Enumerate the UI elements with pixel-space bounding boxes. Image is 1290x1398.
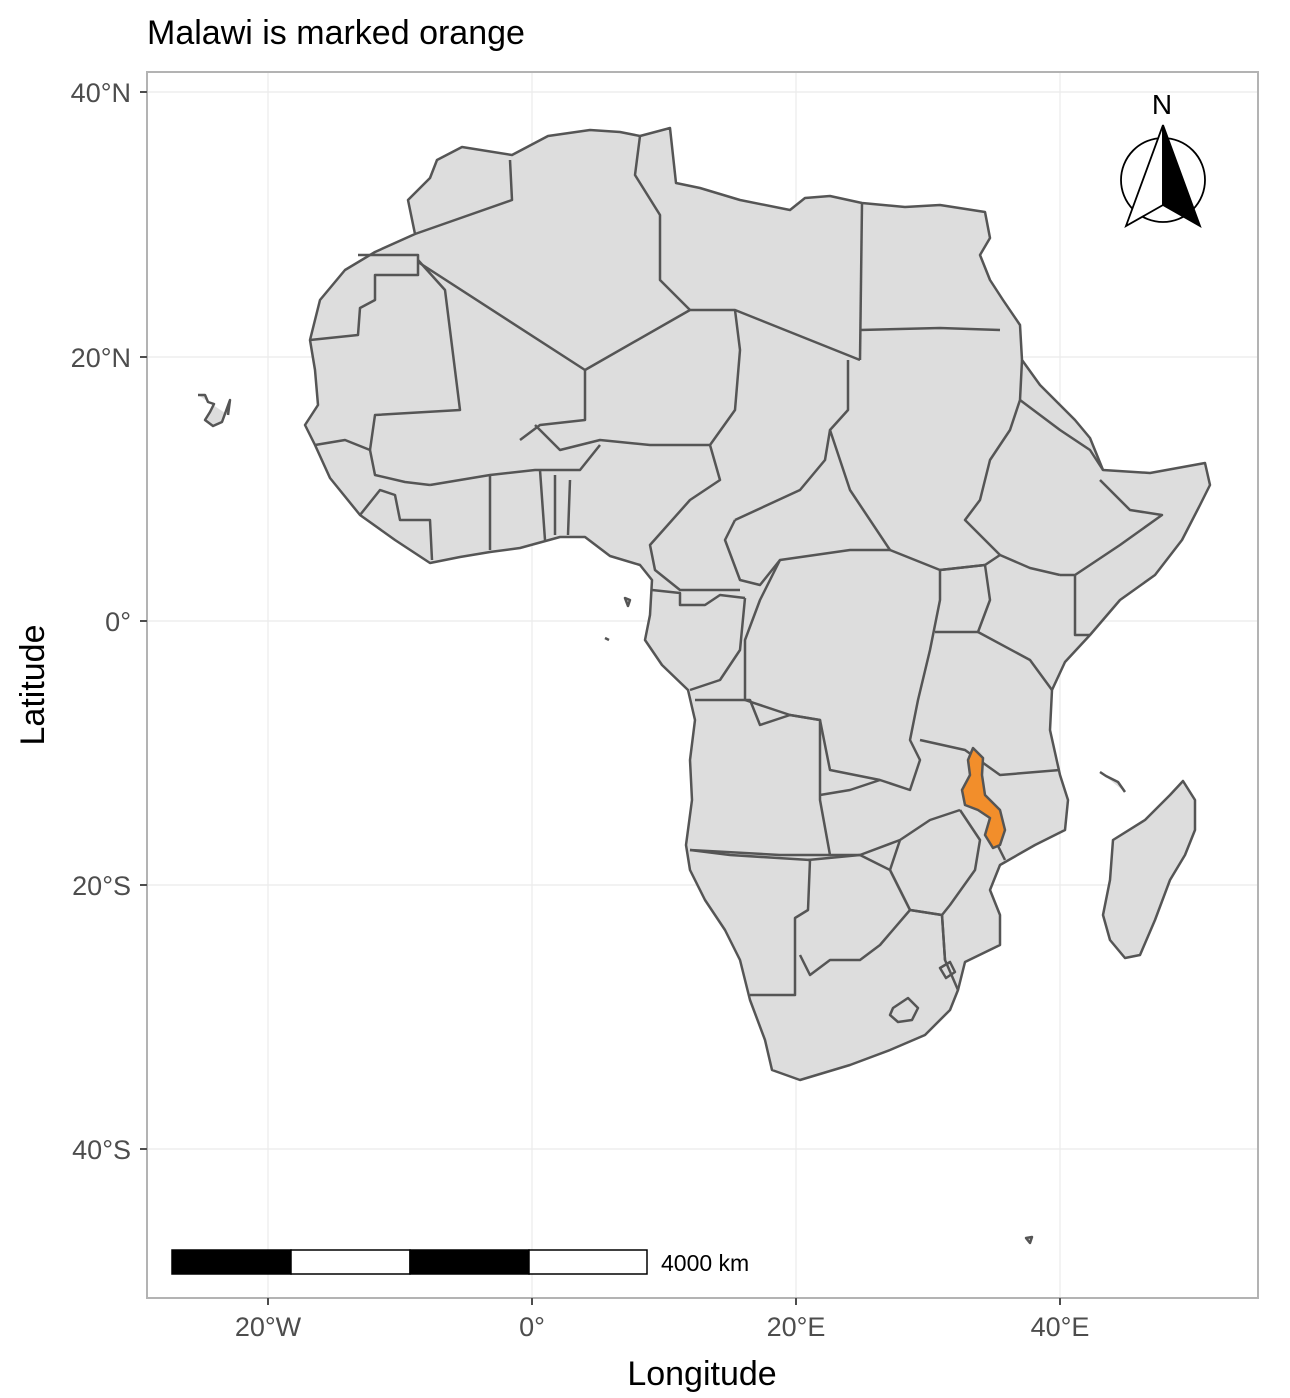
scale-bar-segment-2 xyxy=(290,1249,411,1275)
x-tick-label: 20°E xyxy=(767,1312,826,1342)
map-title: Malawi is marked orange xyxy=(147,14,525,52)
annobon xyxy=(604,636,610,642)
malawi-highlight xyxy=(960,746,1007,850)
bouvet-small-isle xyxy=(1024,1235,1034,1245)
country-borders xyxy=(309,135,1164,997)
y-tick-label: 20°N xyxy=(71,343,131,373)
chad-sudan-border xyxy=(734,360,850,522)
botswana-border xyxy=(798,853,912,977)
somalia-kenya-border xyxy=(1073,575,1090,637)
egypt-sudan-border xyxy=(859,326,1001,332)
lesotho xyxy=(888,996,920,1024)
cameroon-border xyxy=(648,444,740,592)
congo-drc-border xyxy=(689,597,747,692)
y-tick-label: 40°S xyxy=(72,1135,131,1165)
y-axis-title: Latitude xyxy=(14,625,52,746)
algeria-libya-tunisia-border xyxy=(633,135,691,311)
ethiopia-eritrea-border xyxy=(1019,399,1105,471)
west-africa-borders-3 xyxy=(359,488,434,561)
kenya-ethiopia-border xyxy=(999,553,1061,577)
scale-bar-segment-3 xyxy=(409,1249,530,1275)
y-axis: 40°N 20°N 0° 20°S 40°S xyxy=(71,78,147,1165)
ethiopia-somalia-border xyxy=(1060,479,1164,577)
angola-border xyxy=(689,698,832,857)
scale-bar-label: 4000 km xyxy=(661,1250,749,1276)
scale-bar: 4000 km xyxy=(171,1249,749,1276)
western-sahara-border xyxy=(309,253,420,342)
x-tick-label: 20°W xyxy=(235,1312,302,1342)
cape-verde xyxy=(198,393,232,428)
scale-bar-segment-1 xyxy=(171,1249,292,1275)
namibia-border xyxy=(689,848,812,997)
y-tick-label: 0° xyxy=(105,607,131,637)
madagascar xyxy=(1101,779,1197,960)
west-africa-borders-4 xyxy=(488,469,572,550)
west-africa-borders-1 xyxy=(314,438,431,487)
y-tick-label: 20°S xyxy=(72,871,131,901)
car-border xyxy=(723,519,890,587)
mauritania-mali-border xyxy=(368,259,462,451)
south-sudan-border xyxy=(828,429,1001,572)
south-africa-north-border xyxy=(909,908,947,961)
north-label: N xyxy=(1152,89,1172,120)
y-tick-label: 40°N xyxy=(71,78,131,108)
sao-tome xyxy=(623,596,632,608)
north-arrow-icon: N xyxy=(1120,89,1206,228)
morocco-algeria-border xyxy=(414,159,514,236)
x-tick-label: 0° xyxy=(519,1312,545,1342)
comoros xyxy=(1099,770,1127,793)
uganda-tanzania-border xyxy=(935,563,992,634)
x-axis-title: Longitude xyxy=(627,1355,776,1393)
mali-niger-border xyxy=(519,370,587,441)
gabon-congo-border xyxy=(651,588,746,607)
panel-border xyxy=(146,71,1259,1299)
west-africa-borders-2 xyxy=(429,444,601,487)
libya-egypt-border xyxy=(858,202,864,361)
x-tick-label: 40°E xyxy=(1031,1312,1090,1342)
x-axis: 20°W 0° 20°E 40°E xyxy=(235,1298,1090,1342)
scale-bar-segment-4 xyxy=(528,1249,648,1275)
kenya-tanzania-border xyxy=(977,630,1054,691)
niger-nigeria-chad-border xyxy=(534,309,742,452)
